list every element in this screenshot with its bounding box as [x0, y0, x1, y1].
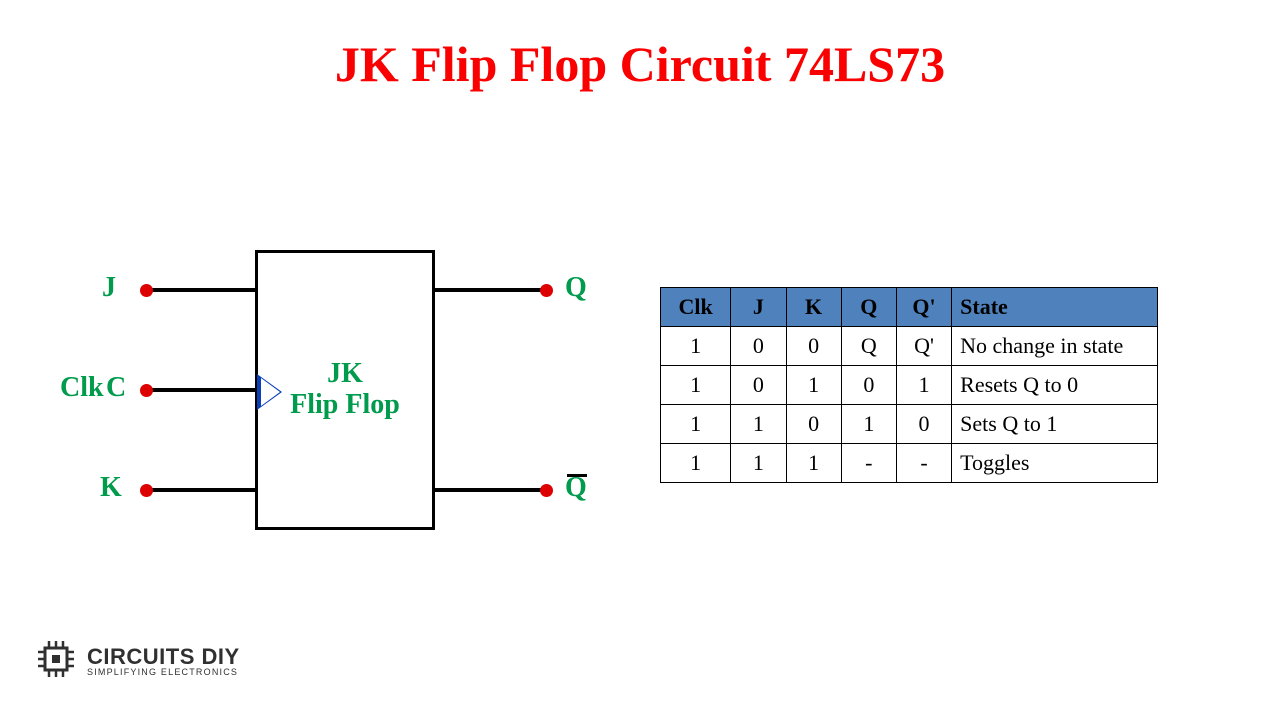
flipflop-block: JK Flip Flop [255, 250, 435, 530]
pin-label: J [102, 272, 116, 304]
table-cell: 1 [661, 405, 731, 444]
clock-triangle-icon [257, 374, 282, 410]
table-cell: Resets Q to 0 [952, 366, 1158, 405]
pin-label: K [100, 472, 122, 504]
table-cell: 1 [731, 405, 786, 444]
table-cell: Q [841, 327, 896, 366]
table-cell: 1 [896, 366, 951, 405]
brand-text: CIRCUITS DIY SIMPLIFYING ELECTRONICS [87, 646, 240, 677]
table-cell: 1 [786, 366, 841, 405]
pin-label: C [106, 372, 126, 404]
pin-dot [540, 284, 553, 297]
truth-table-body: 100QQ'No change in state10101Resets Q to… [661, 327, 1158, 483]
table-cell: No change in state [952, 327, 1158, 366]
wire [145, 388, 255, 392]
truth-table: ClkJKQQ'State 100QQ'No change in state10… [660, 287, 1158, 483]
table-cell: Toggles [952, 444, 1158, 483]
truth-table-container: ClkJKQQ'State 100QQ'No change in state10… [660, 287, 1158, 483]
table-row: 11010Sets Q to 1 [661, 405, 1158, 444]
pin-label: Q [565, 272, 587, 304]
pin-dot [540, 484, 553, 497]
table-cell: 1 [661, 327, 731, 366]
chip-icon [35, 638, 77, 685]
wire [145, 488, 255, 492]
wire [145, 288, 255, 292]
table-cell: Sets Q to 1 [952, 405, 1158, 444]
table-row: 100QQ'No change in state [661, 327, 1158, 366]
table-cell: - [896, 444, 951, 483]
pin-dot [140, 484, 153, 497]
table-cell: 0 [841, 366, 896, 405]
table-header-cell: Q' [896, 288, 951, 327]
table-header-cell: K [786, 288, 841, 327]
flipflop-label-line1: JK [327, 359, 363, 390]
table-cell: Q' [896, 327, 951, 366]
table-cell: 1 [661, 444, 731, 483]
page-title: JK Flip Flop Circuit 74LS73 [0, 35, 1280, 93]
table-header-cell: J [731, 288, 786, 327]
table-cell: 1 [841, 405, 896, 444]
brand-main: CIRCUITS DIY [87, 646, 240, 668]
table-cell: 1 [731, 444, 786, 483]
q-overbar [567, 474, 587, 477]
table-row: 111--Toggles [661, 444, 1158, 483]
wire [435, 288, 545, 292]
table-row: 10101Resets Q to 0 [661, 366, 1158, 405]
table-cell: 0 [896, 405, 951, 444]
table-cell: 1 [661, 366, 731, 405]
table-cell: - [841, 444, 896, 483]
table-cell: 0 [786, 405, 841, 444]
table-cell: 0 [731, 366, 786, 405]
table-header-cell: Clk [661, 288, 731, 327]
wire [435, 488, 545, 492]
table-cell: 0 [786, 327, 841, 366]
brand-logo: CIRCUITS DIY SIMPLIFYING ELECTRONICS [35, 638, 240, 685]
jk-flipflop-diagram: JK Flip Flop JClkCKQQ [60, 250, 580, 580]
pin-dot [140, 284, 153, 297]
pin-label: Clk [60, 372, 104, 404]
table-header-cell: Q [841, 288, 896, 327]
truth-table-header-row: ClkJKQQ'State [661, 288, 1158, 327]
brand-sub: SIMPLIFYING ELECTRONICS [87, 668, 240, 677]
table-cell: 0 [731, 327, 786, 366]
table-cell: 1 [786, 444, 841, 483]
flipflop-label-line2: Flip Flop [290, 390, 400, 421]
table-header-cell: State [952, 288, 1158, 327]
pin-dot [140, 384, 153, 397]
